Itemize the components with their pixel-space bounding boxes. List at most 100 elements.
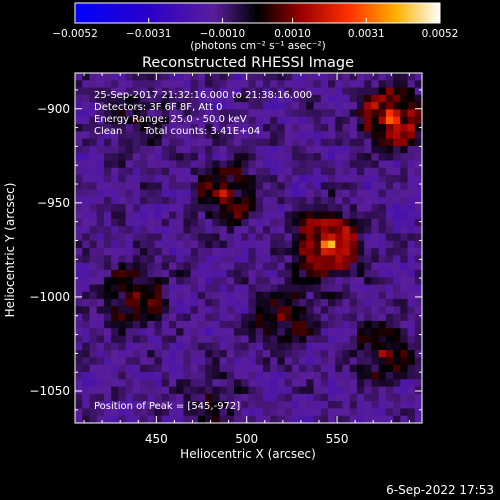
- heatmap-cell: [393, 415, 401, 423]
- heatmap-cell: [349, 386, 358, 395]
- heatmap-cell: [378, 342, 387, 351]
- heatmap-cell: [313, 357, 322, 366]
- heatmap-cell: [183, 320, 192, 329]
- heatmap-cell: [96, 87, 105, 96]
- heatmap-cell: [313, 386, 322, 395]
- heatmap-cell: [241, 109, 250, 118]
- heatmap-cell: [371, 87, 380, 96]
- heatmap-cell: [262, 138, 271, 147]
- heatmap-cell: [248, 335, 257, 344]
- heatmap-cell: [241, 211, 250, 220]
- heatmap-cell: [356, 335, 365, 344]
- heatmap-cell: [320, 277, 329, 286]
- heatmap-cell: [197, 175, 206, 183]
- heatmap-cell: [234, 153, 242, 162]
- heatmap-cell: [234, 109, 242, 118]
- heatmap-cell: [161, 386, 170, 395]
- heatmap-cell: [284, 102, 293, 111]
- heatmap-cell: [118, 364, 127, 373]
- heatmap-cell: [385, 116, 394, 125]
- heatmap-cell: [103, 167, 112, 176]
- heatmap-cell: [183, 299, 192, 307]
- heatmap-cell: [393, 262, 401, 271]
- heatmap-cell: [414, 145, 422, 154]
- heatmap-cell: [118, 328, 127, 337]
- heatmap-cell: [241, 196, 250, 205]
- heatmap-cell: [154, 73, 163, 81]
- heatmap-cell: [371, 306, 380, 315]
- heatmap-cell: [270, 255, 279, 264]
- heatmap-cell: [414, 94, 422, 103]
- heatmap-cell: [277, 145, 286, 154]
- heatmap-cell: [241, 335, 250, 344]
- heatmap-cell: [262, 73, 271, 81]
- heatmap-cell: [197, 211, 206, 220]
- heatmap-cell: [89, 313, 98, 322]
- heatmap-cell: [356, 182, 365, 191]
- heatmap-cell: [328, 386, 336, 395]
- heatmap-cell: [118, 189, 127, 198]
- heatmap-cell: [212, 131, 221, 140]
- heatmap-cell: [140, 386, 148, 395]
- heatmap-cell: [226, 386, 235, 395]
- heatmap-cell: [154, 269, 163, 278]
- heatmap-cell: [328, 284, 336, 293]
- heatmap-cell: [328, 255, 336, 264]
- heatmap-cell: [176, 233, 185, 242]
- heatmap-cell: [262, 320, 271, 329]
- heatmap-cell: [197, 408, 206, 417]
- heatmap-cell: [342, 284, 351, 293]
- heatmap-cell: [168, 153, 177, 162]
- heatmap-cell: [161, 299, 170, 307]
- heatmap-cell: [299, 415, 307, 423]
- heatmap-cell: [291, 175, 300, 183]
- heatmap-cell: [349, 364, 358, 373]
- heatmap-cell: [176, 401, 185, 410]
- heatmap-cell: [306, 255, 315, 264]
- heatmap-cell: [385, 408, 394, 417]
- heatmap-cell: [342, 342, 351, 351]
- heatmap-cell: [284, 364, 293, 373]
- heatmap-cell: [140, 379, 148, 388]
- heatmap-cell: [313, 328, 322, 337]
- heatmap-cell: [241, 350, 250, 358]
- heatmap-cell: [364, 248, 372, 256]
- heatmap-cell: [385, 357, 394, 366]
- heatmap-cell: [234, 277, 242, 286]
- heatmap-cell: [378, 145, 387, 154]
- heatmap-cell: [400, 109, 409, 118]
- heatmap-cell: [132, 379, 141, 388]
- heatmap-cell: [371, 284, 380, 293]
- heatmap-cell: [183, 138, 192, 147]
- heatmap-cell: [306, 350, 315, 358]
- heatmap-cell: [118, 73, 127, 81]
- heatmap-cell: [277, 277, 286, 286]
- heatmap-cell: [277, 350, 286, 358]
- heatmap-cell: [349, 393, 358, 402]
- heatmap-cell: [140, 320, 148, 329]
- heatmap-cell: [414, 277, 422, 286]
- heatmap-cell: [299, 335, 307, 344]
- heatmap-cell: [371, 386, 380, 395]
- heatmap-cell: [161, 284, 170, 293]
- heatmap-cell: [284, 284, 293, 293]
- heatmap-cell: [219, 255, 228, 264]
- heatmap-cell: [414, 226, 422, 235]
- heatmap-cell: [161, 196, 170, 205]
- heatmap-cell: [226, 138, 235, 147]
- heatmap-cell: [118, 145, 127, 154]
- heatmap-cell: [371, 73, 380, 81]
- heatmap-cell: [378, 124, 387, 132]
- heatmap-cell: [291, 277, 300, 286]
- heatmap-cell: [349, 335, 358, 344]
- heatmap-cell: [255, 313, 264, 322]
- heatmap-cell: [371, 109, 380, 118]
- heatmap-cell: [335, 328, 344, 337]
- heatmap-cell: [277, 80, 286, 89]
- heatmap-cell: [154, 277, 163, 286]
- heatmap-cell: [103, 320, 112, 329]
- heatmap-cell: [125, 415, 134, 423]
- heatmap-cell: [378, 386, 387, 395]
- heatmap-cell: [328, 153, 336, 162]
